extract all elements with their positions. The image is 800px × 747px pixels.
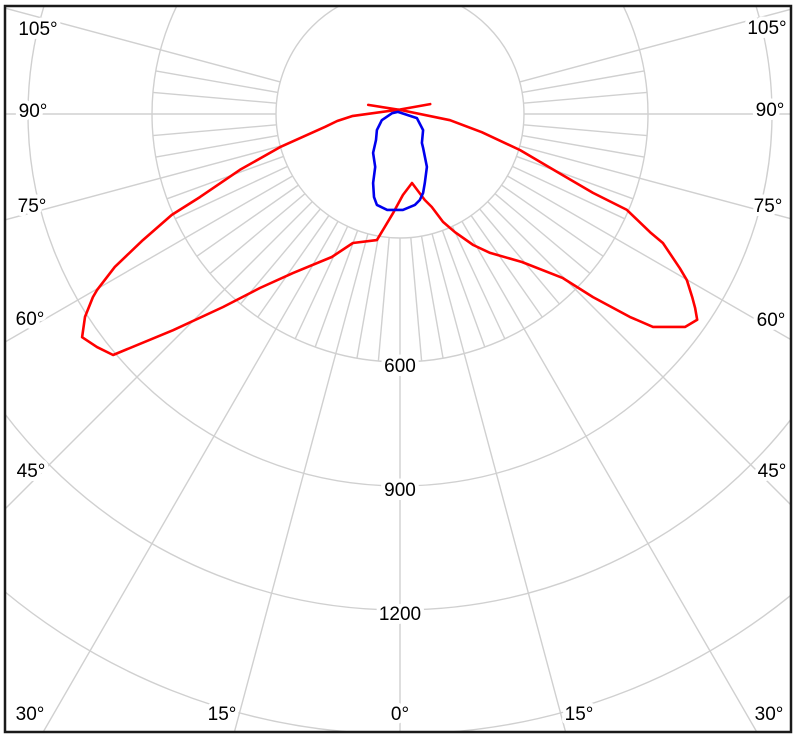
chart-border — [3, 4, 793, 734]
angle-label-right-60: 60° — [757, 310, 786, 331]
angle-label-left-60: 60° — [16, 309, 45, 330]
spoke-major--60 — [5, 175, 293, 343]
spoke-minor-35 — [470, 215, 543, 318]
spoke-minor--95 — [152, 91, 277, 104]
spoke-minor--65 — [174, 165, 288, 220]
spoke-minor--5 — [377, 237, 390, 362]
spoke-minor-85 — [523, 124, 648, 137]
spoke-minor-70 — [516, 155, 634, 200]
angle-label-bottom-15-right: 15° — [565, 704, 594, 725]
spoke-minor-20 — [441, 230, 486, 348]
spoke-minor-50 — [494, 193, 591, 274]
spoke-major--30 — [42, 221, 339, 732]
angle-label-right-75: 75° — [754, 196, 783, 217]
spoke-minor--100 — [155, 70, 279, 94]
spoke-minor--20 — [314, 230, 359, 348]
spoke-minor--80 — [155, 134, 279, 158]
spoke-minor--10 — [356, 235, 380, 359]
curves — [80, 102, 699, 357]
spoke-minor-100 — [521, 70, 645, 94]
spoke-major--75 — [5, 145, 281, 221]
spoke-major--105 — [5, 7, 281, 83]
angle-label-left-30: 30° — [16, 704, 45, 725]
spoke-minor--25 — [294, 226, 349, 340]
radial-label-r-900: 900 — [384, 480, 416, 501]
spoke-minor-65 — [512, 165, 626, 220]
spoke-major-105 — [519, 8, 791, 83]
spoke-minor--85 — [152, 124, 277, 137]
angle-label-bottom-0: 0° — [391, 704, 409, 725]
angle-label-left-75: 75° — [18, 196, 47, 217]
angle-label-left-105: 105° — [18, 19, 57, 40]
spoke-minor-95 — [523, 91, 648, 104]
angle-label-left-45: 45° — [17, 461, 46, 482]
spoke-minor-40 — [479, 208, 560, 305]
angle-label-bottom-15-left: 15° — [208, 704, 237, 725]
spoke-major--15 — [233, 233, 369, 732]
spoke-minor-80 — [521, 134, 645, 158]
spoke-major-30 — [461, 221, 758, 732]
labels: 105° 90° 75° 60° 45° 30° 105° 90° 75° 60° 45° 30° 15… — [12, 14, 791, 729]
angle-label-right-105: 105° — [747, 18, 786, 39]
spoke-minor-5 — [410, 237, 423, 362]
radial-label-r-1200: 1200 — [379, 604, 421, 625]
angle-label-right-30: 30° — [755, 704, 784, 725]
spoke-major-15 — [431, 233, 567, 732]
angle-label-left-90: 90° — [19, 101, 48, 122]
spoke-major-75 — [519, 145, 791, 220]
spoke-minor--70 — [166, 155, 284, 200]
spoke-minor--50 — [209, 193, 306, 274]
angle-label-right-45: 45° — [758, 461, 787, 482]
red-curve — [80, 102, 699, 357]
blue-curve — [371, 110, 429, 212]
spoke-major--45 — [5, 201, 313, 510]
radial-label-r-600: 600 — [384, 356, 416, 377]
spoke-minor-10 — [420, 235, 444, 359]
spoke-minor-55 — [501, 184, 604, 257]
spoke-major-45 — [487, 201, 791, 506]
spoke-minor--40 — [240, 208, 321, 305]
spoke-minor--55 — [196, 184, 299, 257]
spoke-minor-25 — [451, 226, 506, 340]
angle-label-right-90: 90° — [756, 100, 785, 121]
spoke-minor--35 — [257, 215, 330, 318]
spoke-major-60 — [507, 175, 791, 341]
